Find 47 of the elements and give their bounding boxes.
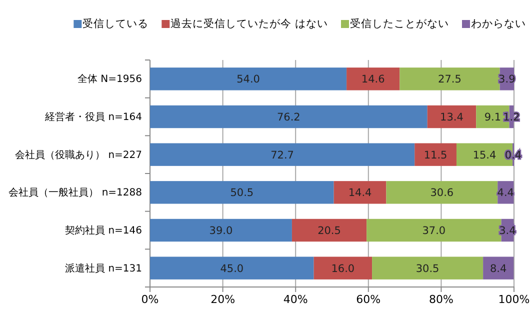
bar (150, 218, 292, 242)
data-label: 13.4 (440, 111, 464, 124)
bar (150, 143, 415, 166)
legend-label: 過去に受信していたが今 はない (170, 17, 328, 30)
x-tick-label: 80% (428, 292, 454, 306)
data-label: 14.4 (348, 187, 372, 200)
data-label: 1.2 (503, 111, 520, 124)
bar (150, 181, 334, 204)
bar (386, 181, 498, 204)
y-tick-label: 会社員（役職あり） n=227 (15, 148, 142, 161)
y-tick-label: 派遣社員 n=131 (65, 262, 142, 274)
legend-label: 受信している (82, 17, 149, 30)
data-label: 30.5 (416, 262, 440, 275)
data-label: 15.4 (472, 149, 497, 162)
x-tick-label: 100% (498, 292, 530, 306)
data-label: 11.5 (424, 149, 448, 162)
data-label: 37.0 (422, 224, 446, 237)
data-label: 14.6 (361, 74, 386, 86)
data-label: 39.0 (209, 224, 233, 237)
x-tick-label: 0% (141, 292, 159, 306)
bar (372, 256, 484, 280)
data-label: 20.5 (318, 224, 341, 237)
data-label: 4.4 (497, 187, 514, 200)
x-tick-label: 60% (356, 292, 381, 306)
x-tick-label: 20% (210, 292, 236, 306)
data-label: 30.6 (430, 187, 454, 200)
y-tick-label: 会社員（一般社員） n=1288 (8, 186, 142, 199)
legend-label: わからない (471, 18, 526, 30)
data-label: 54.0 (236, 74, 260, 86)
bar (150, 256, 314, 280)
data-label: 9.1 (484, 111, 502, 124)
y-tick-label: 契約社員 n=146 (65, 224, 142, 236)
data-label: 8.4 (490, 262, 508, 275)
bar (400, 68, 500, 90)
data-label: 45.0 (220, 262, 244, 275)
y-tick-label: 経営者・役員 n=164 (44, 110, 142, 123)
bar (150, 105, 428, 128)
data-label: 27.5 (438, 74, 462, 86)
data-label: 72.7 (270, 149, 294, 162)
bar (150, 68, 347, 90)
x-tick-label: 40% (283, 292, 308, 306)
legend-label: 受信したことがない (350, 17, 449, 30)
data-label: 16.0 (331, 262, 355, 275)
data-label: 50.5 (230, 187, 254, 200)
data-label: 76.2 (276, 111, 300, 124)
y-tick-label: 全体 N=1956 (78, 73, 142, 86)
bar (366, 218, 502, 242)
